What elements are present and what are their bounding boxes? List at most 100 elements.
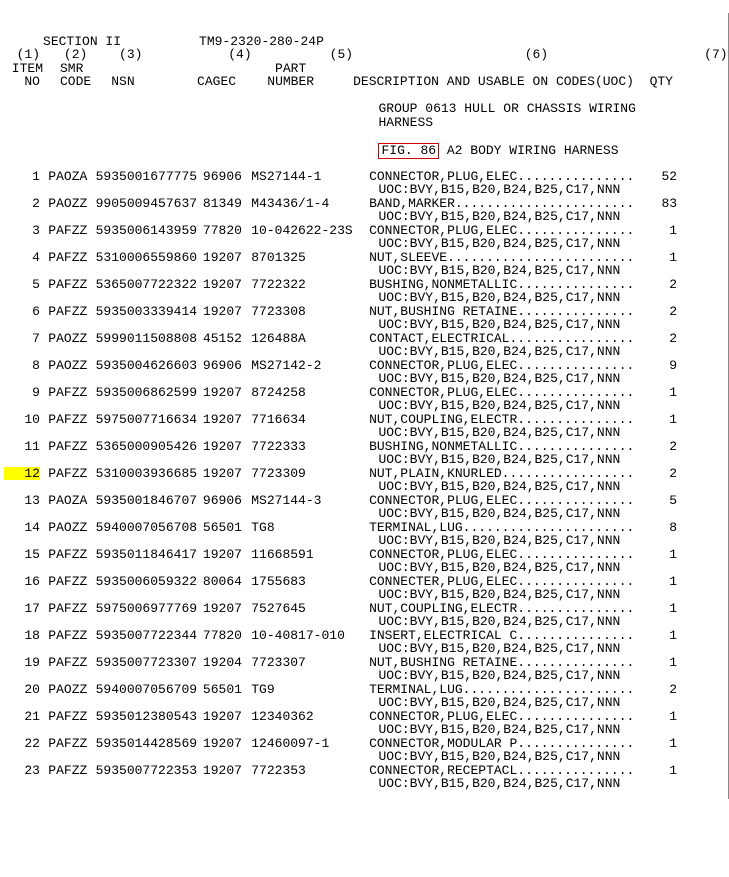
description: CONNECTOR,RECEPTACL...............: [369, 764, 649, 777]
cagec: 81349: [201, 197, 243, 210]
uoc-row: UOC:BVY,B15,B20,B24,B25,C17,NNN: [4, 372, 724, 386]
part-number: 7723307: [251, 656, 361, 669]
uoc-text: UOC:BVY,B15,B20,B24,B25,C17,NNN: [378, 452, 620, 467]
uoc-row: UOC:BVY,B15,B20,B24,B25,C17,NNN: [4, 480, 724, 494]
description: CONNECTOR,PLUG,ELEC...............: [369, 710, 649, 723]
parts-row: 3 PAFZZ 5935006143959 77820 10-042622-23…: [4, 224, 724, 238]
part-number: 8701325: [251, 251, 361, 264]
nsn: 5310003936685: [96, 467, 194, 480]
header-section-line: SECTION II TM9-2320-280-24P: [4, 35, 724, 49]
uoc-text: UOC:BVY,B15,B20,B24,B25,C17,NNN: [378, 722, 620, 737]
uoc-text: UOC:BVY,B15,B20,B24,B25,C17,NNN: [378, 236, 620, 251]
nsn: 5975006977769: [96, 602, 194, 615]
smr-code: PAFZZ: [48, 413, 88, 426]
description: TERMINAL,LUG......................: [369, 521, 649, 534]
part-number: 12460097-1: [251, 737, 361, 750]
parts-row: 4 PAFZZ 5310006559860 19207 8701325 NUT,…: [4, 251, 724, 265]
item-no: 10: [4, 413, 40, 426]
part-number: 12340362: [251, 710, 361, 723]
qty: 2: [649, 467, 677, 480]
parts-row: 13 PAOZA 5935001846707 96906 MS27144-3 C…: [4, 494, 724, 508]
uoc-row: UOC:BVY,B15,B20,B24,B25,C17,NNN: [4, 183, 724, 197]
uoc-text: UOC:BVY,B15,B20,B24,B25,C17,NNN: [378, 587, 620, 602]
item-no: 23: [4, 764, 40, 777]
smr-code: PAFZZ: [48, 440, 88, 453]
smr-code: PAOZA: [48, 170, 88, 183]
parts-row: 11 PAFZZ 5365000905426 19207 7722333 BUS…: [4, 440, 724, 454]
item-no: 3: [4, 224, 40, 237]
part-number: MS27142-2: [251, 359, 361, 372]
parts-row: 21 PAFZZ 5935012380543 19207 12340362 CO…: [4, 710, 724, 724]
uoc-row: UOC:BVY,B15,B20,B24,B25,C17,NNN: [4, 426, 724, 440]
part-number: 7722353: [251, 764, 361, 777]
cagec: 45152: [201, 332, 243, 345]
nsn: 5935003339414: [96, 305, 194, 318]
uoc-row: UOC:BVY,B15,B20,B24,B25,C17,NNN: [4, 723, 724, 737]
uoc-row: UOC:BVY,B15,B20,B24,B25,C17,NNN: [4, 237, 724, 251]
parts-row: 20 PAOZZ 5940007056709 56501 TG9 TERMINA…: [4, 683, 724, 697]
item-no: 11: [4, 440, 40, 453]
nsn: 5935012380543: [96, 710, 194, 723]
nsn: 5999011508808: [96, 332, 194, 345]
uoc-text: UOC:BVY,B15,B20,B24,B25,C17,NNN: [378, 317, 620, 332]
parts-row: 22 PAFZZ 5935014428569 19207 12460097-1 …: [4, 737, 724, 751]
uoc-row: UOC:BVY,B15,B20,B24,B25,C17,NNN: [4, 210, 724, 224]
smr-code: PAOZZ: [48, 683, 88, 696]
uoc-row: UOC:BVY,B15,B20,B24,B25,C17,NNN: [4, 669, 724, 683]
description: BUSHING,NONMETALLIC...............: [369, 440, 649, 453]
item-no: 19: [4, 656, 40, 669]
item-no: 5: [4, 278, 40, 291]
uoc-row: UOC:BVY,B15,B20,B24,B25,C17,NNN: [4, 615, 724, 629]
item-no: 13: [4, 494, 40, 507]
part-number: 10-40817-010: [251, 629, 361, 642]
part-number: 7722322: [251, 278, 361, 291]
uoc-text: UOC:BVY,B15,B20,B24,B25,C17,NNN: [378, 641, 620, 656]
description: CONTACT,ELECTRICAL................: [369, 332, 649, 345]
part-number: 7723309: [251, 467, 361, 480]
part-number: TG9: [251, 683, 361, 696]
uoc-row: UOC:BVY,B15,B20,B24,B25,C17,NNN: [4, 750, 724, 764]
smr-code: PAFZZ: [48, 602, 88, 615]
part-number: 8724258: [251, 386, 361, 399]
nsn: 5365007722322: [96, 278, 194, 291]
smr-code: PAFZZ: [48, 467, 88, 480]
item-no: 20: [4, 683, 40, 696]
qty: 9: [649, 359, 677, 372]
smr-code: PAFZZ: [48, 656, 88, 669]
smr-code: PAFZZ: [48, 710, 88, 723]
item-no: 4: [4, 251, 40, 264]
uoc-text: UOC:BVY,B15,B20,B24,B25,C17,NNN: [378, 668, 620, 683]
cagec: 80064: [201, 575, 243, 588]
nsn: 5935014428569: [96, 737, 194, 750]
description: NUT,PLAIN,KNURLED.................: [369, 467, 649, 480]
uoc-text: UOC:BVY,B15,B20,B24,B25,C17,NNN: [378, 749, 620, 764]
figure-label: FIG. 86: [378, 143, 439, 159]
nsn: 5940007056708: [96, 521, 194, 534]
nsn: 5935001846707: [96, 494, 194, 507]
qty: 1: [649, 548, 677, 561]
qty: 2: [649, 305, 677, 318]
uoc-row: UOC:BVY,B15,B20,B24,B25,C17,NNN: [4, 507, 724, 521]
uoc-row: UOC:BVY,B15,B20,B24,B25,C17,NNN: [4, 534, 724, 548]
cagec: 19207: [201, 305, 243, 318]
qty: 2: [649, 332, 677, 345]
qty: 1: [649, 710, 677, 723]
item-no: 6: [4, 305, 40, 318]
figure-text: A2 BODY WIRING HARNESS: [439, 143, 618, 158]
description: BUSHING,NONMETALLIC...............: [369, 278, 649, 291]
nsn: 5935007723307: [96, 656, 194, 669]
parts-row: 8 PAOZZ 5935004626603 96906 MS27142-2 CO…: [4, 359, 724, 373]
cagec: 19207: [201, 251, 243, 264]
qty: 2: [649, 278, 677, 291]
part-number: MS27144-1: [251, 170, 361, 183]
parts-row: 5 PAFZZ 5365007722322 19207 7722322 BUSH…: [4, 278, 724, 292]
parts-row: 12 PAFZZ 5310003936685 19207 7723309 NUT…: [4, 467, 724, 481]
group-title-2: HARNESS: [378, 115, 433, 130]
description: NUT,BUSHING RETAINE...............: [369, 656, 649, 669]
qty: 1: [649, 629, 677, 642]
uoc-row: UOC:BVY,B15,B20,B24,B25,C17,NNN: [4, 696, 724, 710]
part-number: 126488A: [251, 332, 361, 345]
part-number: M43436/1-4: [251, 197, 361, 210]
cagec: 96906: [201, 359, 243, 372]
part-number: 7722333: [251, 440, 361, 453]
